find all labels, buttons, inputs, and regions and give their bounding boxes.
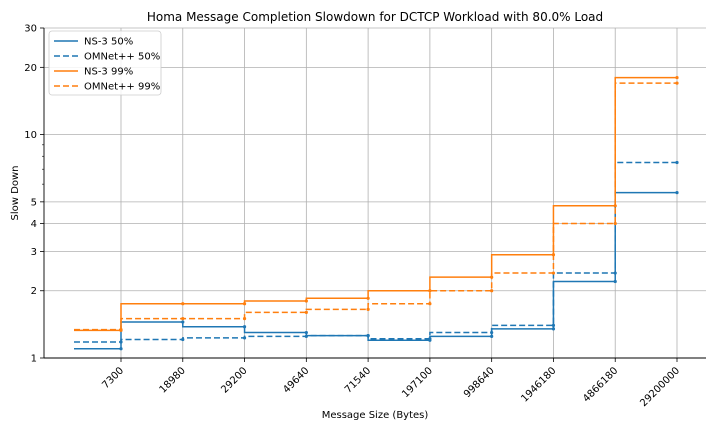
data-point (242, 325, 247, 329)
series-4 (74, 81, 679, 332)
y-tick-label: 3 (31, 247, 37, 258)
data-point (613, 271, 617, 275)
data-point (119, 340, 123, 344)
data-point (675, 81, 679, 85)
y-tick-label: 2 (31, 286, 37, 297)
series-layer (74, 75, 679, 351)
legend-box (48, 30, 162, 96)
axes (43, 28, 706, 359)
data-point (304, 330, 308, 335)
chart-title: Homa Message Completion Slowdown for DCT… (147, 10, 603, 24)
data-point (119, 347, 123, 351)
data-point (366, 296, 370, 300)
data-point (675, 75, 679, 80)
x-tick-label: 4866180 (581, 365, 620, 404)
data-point (428, 302, 432, 306)
series-3 (74, 75, 679, 332)
y-tick-label: 1 (31, 354, 37, 365)
data-point (675, 190, 679, 195)
data-point (242, 302, 247, 306)
legend-label: NS-3 50% (84, 37, 133, 48)
y-tick-label: 10 (24, 130, 37, 141)
data-point (181, 317, 185, 321)
data-point (119, 328, 123, 332)
y-tick-label: 20 (24, 63, 37, 74)
y-tick-label: 30 (24, 24, 37, 35)
data-point (181, 320, 185, 324)
legend-label: OMNet++ 50% (84, 52, 160, 63)
y-axis-title: Slow Down (10, 166, 21, 221)
x-tick-label: 998640 (462, 365, 497, 400)
data-point (428, 289, 432, 293)
x-tick-label: 1946180 (519, 365, 558, 404)
data-point (304, 334, 308, 338)
data-point (490, 330, 494, 335)
x-tick-label: 18980 (158, 365, 188, 395)
y-tick-label: 4 (31, 219, 37, 230)
data-point (304, 310, 308, 314)
data-point (242, 336, 247, 340)
series-2 (74, 160, 679, 344)
legend: NS-3 50% OMNet++ 50% NS-3 99% OMNet++ 99% (48, 30, 162, 96)
x-tick-label: 197100 (400, 365, 435, 400)
data-point (428, 337, 432, 341)
x-tick-label: 29200000 (638, 365, 682, 409)
x-ticks: 7300 18980 29200 49640 71540 197100 998640 1946… (100, 358, 682, 409)
series-1 (74, 190, 679, 351)
data-point (613, 279, 617, 284)
data-point (551, 271, 556, 275)
x-tick-label: 71540 (343, 365, 373, 395)
data-point (613, 221, 617, 226)
x-tick-label: 49640 (281, 365, 311, 395)
y-tick-label: 5 (31, 197, 37, 208)
data-point (304, 299, 308, 303)
x-tick-label: 7300 (100, 365, 126, 391)
x-axis-title: Message Size (Bytes) (322, 410, 429, 421)
data-point (242, 317, 247, 321)
legend-label: OMNet++ 99% (84, 82, 160, 93)
data-point (181, 302, 185, 306)
data-point (551, 323, 556, 327)
data-point (613, 204, 617, 208)
y-ticks: 1 2 3 4 5 10 20 30 (24, 24, 44, 365)
x-tick-label: 29200 (219, 365, 249, 395)
data-point (366, 307, 370, 312)
data-point (490, 334, 494, 338)
series-line (74, 191, 677, 350)
series-line (74, 76, 677, 332)
data-point (551, 327, 556, 331)
data-point (675, 160, 679, 165)
data-point (490, 289, 494, 293)
data-point (366, 333, 370, 338)
data-point (181, 337, 185, 342)
legend-label: NS-3 99% (84, 67, 133, 78)
series-line (74, 161, 677, 343)
